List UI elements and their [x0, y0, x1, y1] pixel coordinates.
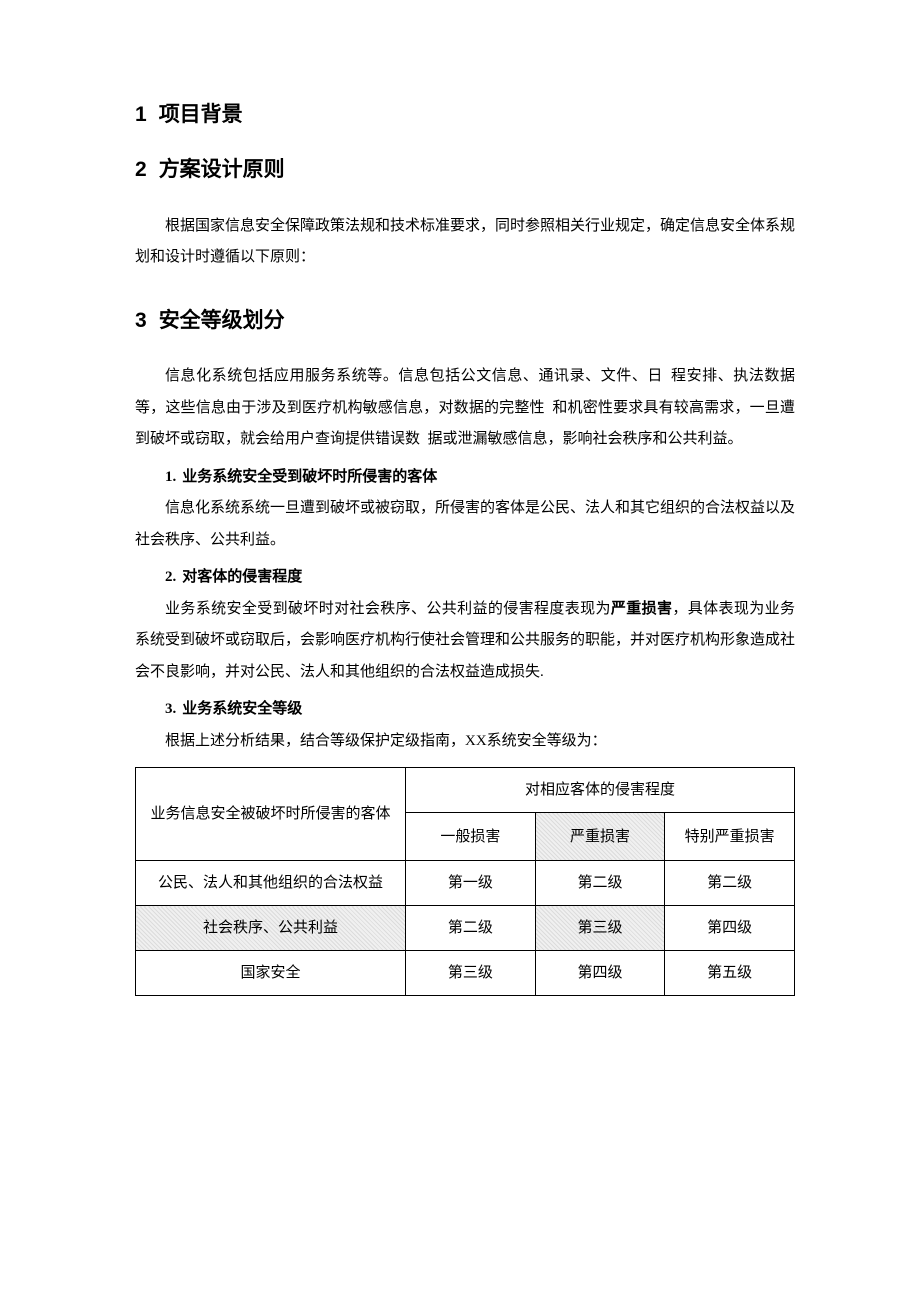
cell-subject: 社会秩序、公共利益: [136, 906, 406, 951]
cell-c3: 第五级: [665, 951, 795, 996]
subheading-1-title: 业务系统安全受到破坏时所侵害的客体: [182, 469, 437, 485]
para-design-principle: 根据国家信息安全保障政策法规和技术标准要求，同时参照相关行业规定，确定信息安全体…: [135, 211, 795, 274]
heading-1-num: 1: [135, 100, 147, 129]
cell-c3: 第四级: [665, 906, 795, 951]
para-sub3: 根据上述分析结果，结合等级保护定级指南，XX系统安全等级为：: [135, 726, 795, 758]
table-row: 社会秩序、公共利益 第二级 第三级 第四级: [136, 906, 795, 951]
cell-subject: 公民、法人和其他组织的合法权益: [136, 861, 406, 906]
heading-3-num: 3: [135, 306, 147, 335]
subheading-2-title: 对客体的侵害程度: [182, 569, 302, 585]
cell-c2: 第二级: [535, 861, 665, 906]
th-severe: 严重损害: [535, 813, 665, 861]
subheading-2-num: 2.: [165, 569, 176, 585]
th-degree-group: 对相应客体的侵害程度: [406, 768, 795, 813]
cell-c1: 第一级: [406, 861, 536, 906]
th-esp-severe: 特别严重损害: [665, 813, 795, 861]
table-row: 国家安全 第三级 第四级 第五级: [136, 951, 795, 996]
security-level-table: 业务信息安全被破坏时所侵害的客体 对相应客体的侵害程度 一般损害 严重损害 特别…: [135, 767, 795, 996]
heading-3-title: 安全等级划分: [159, 309, 285, 332]
subheading-1-num: 1.: [165, 469, 176, 485]
subheading-3: 3. 业务系统安全等级: [135, 694, 795, 726]
cell-c1: 第二级: [406, 906, 536, 951]
para-sub2: 业务系统安全受到破坏时对社会秩序、公共利益的侵害程度表现为严重损害，具体表现为业…: [135, 594, 795, 689]
para-level-intro: 信息化系统包括应用服务系统等。信息包括公文信息、通讯录、文件、日 程安排、执法数…: [135, 361, 795, 456]
heading-1-title: 项目背景: [159, 103, 243, 126]
table-header-row-1: 业务信息安全被破坏时所侵害的客体 对相应客体的侵害程度: [136, 768, 795, 813]
cell-c1: 第三级: [406, 951, 536, 996]
cell-c3: 第二级: [665, 861, 795, 906]
table-row: 公民、法人和其他组织的合法权益 第一级 第二级 第二级: [136, 861, 795, 906]
th-general: 一般损害: [406, 813, 536, 861]
heading-3: 3 安全等级划分: [135, 306, 795, 335]
subheading-3-title: 业务系统安全等级: [182, 701, 302, 717]
para-sub2-bold: 严重损害: [611, 601, 673, 617]
heading-2-title: 方案设计原则: [159, 158, 285, 181]
subheading-3-num: 3.: [165, 701, 176, 717]
security-level-table-wrap: 业务信息安全被破坏时所侵害的客体 对相应客体的侵害程度 一般损害 严重损害 特别…: [135, 767, 795, 996]
cell-c2: 第四级: [535, 951, 665, 996]
heading-2: 2 方案设计原则: [135, 155, 795, 184]
th-subject: 业务信息安全被破坏时所侵害的客体: [136, 768, 406, 861]
cell-subject: 国家安全: [136, 951, 406, 996]
subheading-2: 2. 对客体的侵害程度: [135, 562, 795, 594]
para-sub2-a: 业务系统安全受到破坏时对社会秩序、公共利益的侵害程度表现为: [165, 601, 611, 617]
cell-c2: 第三级: [535, 906, 665, 951]
heading-1: 1 项目背景: [135, 100, 795, 129]
heading-2-num: 2: [135, 155, 147, 184]
subheading-1: 1. 业务系统安全受到破坏时所侵害的客体: [135, 462, 795, 494]
para-sub1: 信息化系统系统一旦遭到破坏或被窃取，所侵害的客体是公民、法人和其它组织的合法权益…: [135, 493, 795, 556]
